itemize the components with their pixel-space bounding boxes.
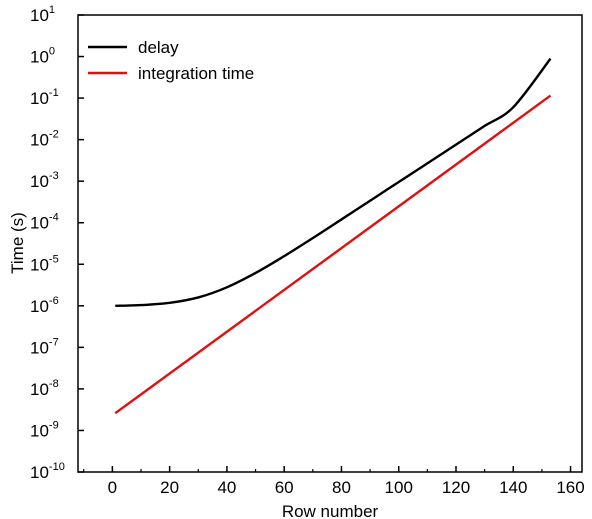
- series-layer: [114, 57, 552, 415]
- legend-label-delay: delay: [138, 38, 179, 57]
- x-axis-title: Row number: [282, 502, 379, 519]
- x-tick-label: 140: [499, 478, 527, 497]
- y-axis-title: Time (s): [8, 212, 27, 274]
- x-tick-label: 160: [556, 478, 584, 497]
- x-tick-label: 20: [160, 478, 179, 497]
- y-tick-label: 10-5: [30, 253, 59, 274]
- x-tick-label: 60: [275, 478, 294, 497]
- y-tick-label: 10-6: [30, 295, 59, 316]
- y-axis-ticks: 10-10 10-9 10-8 10-7 10-6 10-5 10-4 10-3 10-2 10-…: [30, 4, 84, 482]
- y-tick-label: 10-10: [30, 461, 65, 482]
- x-tick-label: 0: [108, 478, 117, 497]
- y-tick-label: 100: [30, 46, 55, 67]
- x-tick-label: 40: [217, 478, 236, 497]
- y-tick-label: 10-8: [30, 378, 59, 399]
- x-tick-label: 120: [442, 478, 470, 497]
- legend-label-integration-time: integration time: [138, 64, 254, 83]
- legend: delay integration time: [88, 38, 254, 83]
- series-line-integration-time: [114, 94, 552, 415]
- x-tick-label: 80: [332, 478, 351, 497]
- y-tick-label: 10-9: [30, 419, 59, 440]
- y-tick-label: 10-4: [30, 212, 59, 233]
- plot-area-frame: [77, 14, 583, 473]
- y-tick-label: 10-1: [30, 87, 59, 108]
- x-tick-label: 100: [385, 478, 413, 497]
- x-axis-ticks: 0 20 40 60 80 100 120 140 160: [83, 466, 585, 497]
- y-tick-label: 10-2: [30, 129, 59, 150]
- y-tick-label: 10-3: [30, 170, 59, 191]
- series-line-delay: [115, 57, 552, 308]
- y-tick-label: 101: [30, 4, 55, 25]
- y-tick-label: 10-7: [30, 336, 59, 357]
